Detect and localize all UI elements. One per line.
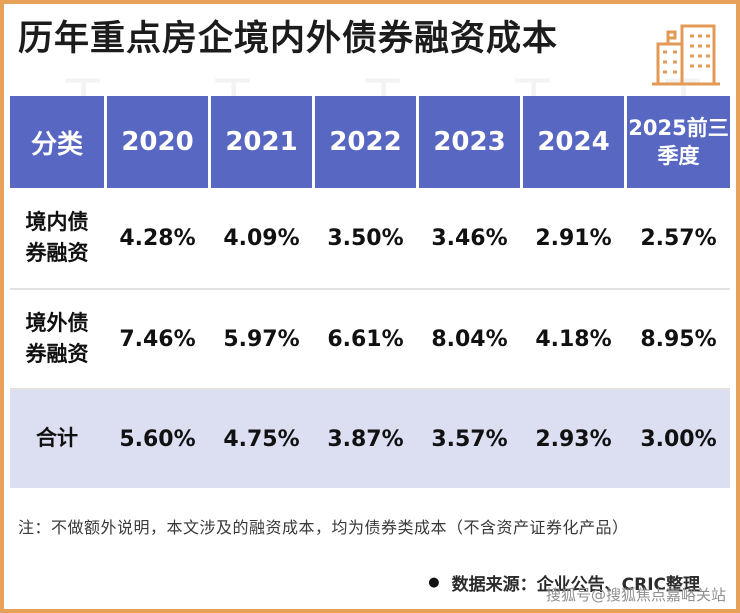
building-icon: [648, 18, 722, 94]
bullet-icon: ●: [428, 575, 440, 590]
cell-value: 4.18%: [535, 326, 612, 352]
table-row-overseas: 境外债券融资 7.46% 5.97% 6.61% 8.04% 4.18% 8.9…: [10, 288, 730, 388]
column-header-2020: 2020: [107, 96, 208, 188]
header-section: 历年重点房企境内外债券融资成本: [10, 10, 730, 96]
data-source-text: 数据来源：企业公告、CRIC整理: [451, 575, 700, 595]
cell-value: 3.57%: [431, 426, 508, 452]
cell-value: 3.50%: [327, 225, 404, 251]
page-title: 历年重点房企境内外债券融资成本: [18, 19, 559, 59]
cell-value: 5.60%: [119, 426, 196, 452]
cell-value: 2.57%: [640, 225, 717, 251]
cell-value: 4.28%: [119, 225, 196, 251]
column-header-2021: 2021: [211, 96, 312, 188]
financing-cost-table: 分类 2020 2021 2022 2023 2024 2025前三季度 境内债…: [10, 96, 730, 488]
cell-value: 3.87%: [327, 426, 404, 452]
cell-value: 8.04%: [431, 326, 508, 352]
cell-value: 2.91%: [535, 225, 612, 251]
cell-value: 3.00%: [640, 426, 717, 452]
cell-value: 3.46%: [431, 225, 508, 251]
column-header-2024: 2024: [523, 96, 624, 188]
cell-value: 5.97%: [223, 326, 300, 352]
footnote: 注：不做额外说明，本文涉及的融资成本，均为债券类成本（不含资产证券化产品）: [18, 518, 629, 537]
cell-value: 7.46%: [119, 326, 196, 352]
row-label: 境内债券融资: [25, 209, 89, 266]
cell-value: 8.95%: [640, 326, 717, 352]
table-row-total: 合计 5.60% 4.75% 3.87% 3.57% 2.93% 3.00%: [10, 388, 730, 488]
row-label: 境外债券融资: [25, 310, 89, 367]
cell-value: 4.75%: [223, 426, 300, 452]
column-header-2023: 2023: [419, 96, 520, 188]
column-header-2025q3: 2025前三季度: [627, 96, 730, 188]
cell-value: 6.61%: [327, 326, 404, 352]
column-header-category: 分类: [10, 96, 104, 188]
cell-value: 2.93%: [535, 426, 612, 452]
row-label: 合计: [36, 426, 78, 451]
column-header-2022: 2022: [315, 96, 416, 188]
cell-value: 4.09%: [223, 225, 300, 251]
table-row-domestic: 境内债券融资 4.28% 4.09% 3.50% 3.46% 2.91% 2.5…: [10, 188, 730, 288]
data-source-row: ● 数据来源：企业公告、CRIC整理: [10, 570, 730, 595]
table-header-row: 分类 2020 2021 2022 2023 2024 2025前三季度: [10, 96, 730, 188]
account-watermark: 搜狐号@搜狐焦点嘉峪关站: [545, 586, 726, 604]
